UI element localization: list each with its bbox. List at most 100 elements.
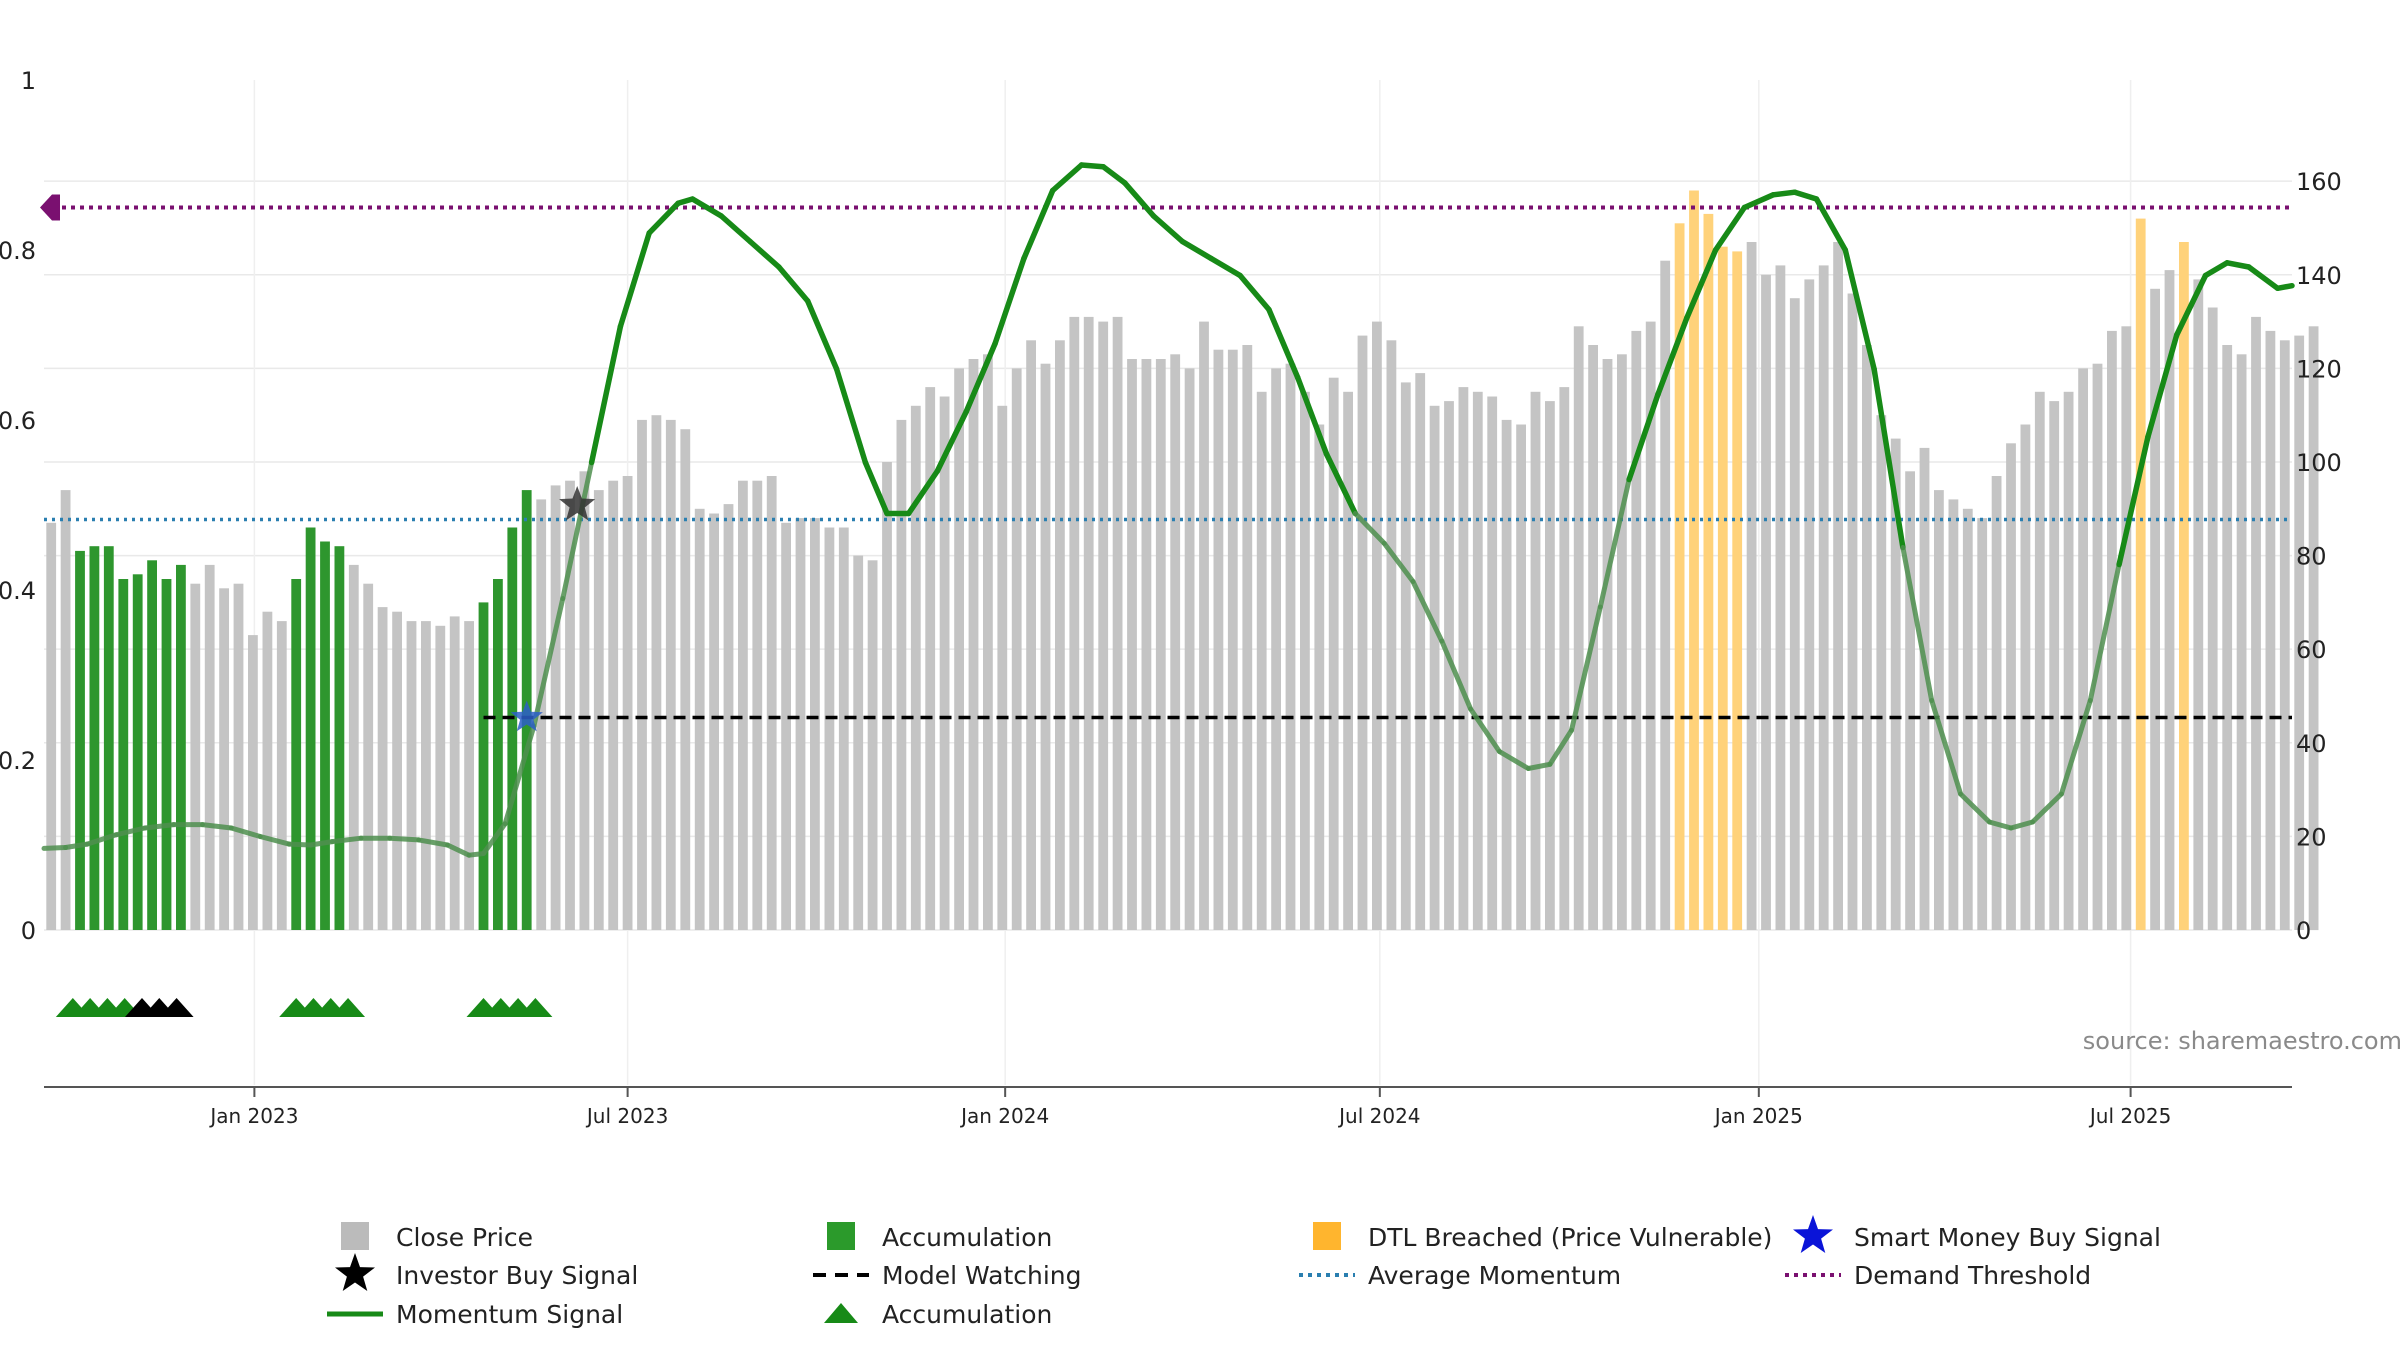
close-price-bar (2078, 368, 2088, 930)
close-price-bar (565, 480, 575, 930)
close-price-bar (1761, 274, 1771, 930)
close-price-bar (910, 405, 921, 930)
close-price-bar (406, 621, 417, 930)
close-price-bar (2265, 330, 2276, 930)
close-price-bar (824, 527, 835, 930)
momentum-segment (1100, 163, 1128, 186)
legend-item: Investor Buy Signal (335, 1253, 638, 1291)
right-tick-label: 20 (2296, 823, 2327, 851)
close-price-bar (1300, 391, 1310, 930)
momentum-segment (2202, 260, 2230, 279)
line-layer (40, 162, 2295, 858)
close-price-bar (593, 490, 604, 930)
investor-buy-signal-star (559, 486, 596, 521)
momentum-segment (228, 825, 263, 839)
close-price-bar (276, 621, 287, 930)
momentum-segment (416, 837, 450, 848)
legend-item: Demand Threshold (1785, 1261, 2091, 1290)
close-price-bar (651, 415, 662, 930)
momentum-segment (1569, 604, 1603, 733)
dtl-breached-bar (1717, 246, 1728, 930)
close-price-bar (2294, 335, 2305, 931)
close-price-bar (1083, 316, 1094, 930)
close-price-bar (1645, 321, 1656, 931)
left-tick-label: 0.4 (0, 577, 36, 605)
momentum-segment (1439, 638, 1474, 712)
close-price-bar (1415, 373, 1426, 931)
close-price-bar (709, 513, 719, 930)
momentum-segment (531, 596, 566, 729)
close-price-bar (665, 419, 676, 930)
momentum-segment (1352, 511, 1387, 546)
momentum-segment (2008, 819, 2036, 831)
close-price-bar (219, 588, 229, 930)
momentum-segment (445, 842, 472, 858)
close-price-bar (1372, 321, 1382, 931)
close-price-bar (1400, 382, 1411, 930)
momentum-segment (329, 835, 364, 845)
momentum-segment (1525, 761, 1553, 771)
legend-item: Accumulation (827, 1222, 1052, 1252)
close-price-bar (1285, 363, 1296, 930)
close-price-bar (694, 508, 705, 930)
momentum-segment (1684, 247, 1719, 321)
legend-swatch (341, 1222, 369, 1250)
close-price-bar (2150, 288, 2160, 930)
close-price-bar (2251, 316, 2261, 930)
close-price-bar (795, 518, 806, 930)
legend-item: Model Watching (813, 1261, 1082, 1290)
close-price-bar (190, 583, 201, 930)
right-tick-label: 120 (2296, 355, 2342, 383)
close-price-bar (637, 419, 647, 930)
dtl-breached-bar (1703, 213, 1714, 930)
momentum-segment (1122, 180, 1157, 219)
momentum-segment (1049, 162, 1085, 194)
close-price-bar (608, 480, 619, 930)
close-price-bar (1948, 499, 1959, 930)
legend-label: Momentum Signal (396, 1300, 623, 1329)
momentum-segment (1626, 391, 1661, 483)
close-price-bar (1977, 518, 1988, 930)
close-price-bar (810, 518, 820, 930)
close-price-bar (2092, 363, 2103, 930)
close-price-bar (1905, 471, 1915, 930)
momentum-segment (862, 459, 890, 517)
legend-triangle (824, 1303, 858, 1323)
close-price-bar (1429, 405, 1440, 930)
close-price-bar (1789, 298, 1800, 930)
close-price-bar (464, 621, 474, 930)
investor-triangle (159, 998, 194, 1017)
close-price-bar (2222, 345, 2233, 930)
close-price-bar (1112, 316, 1123, 930)
momentum-segment (1871, 366, 1906, 551)
close-price-bar (2279, 340, 2290, 930)
momentum-segment (1741, 192, 1776, 211)
close-price-bar (1155, 359, 1166, 930)
close-price-bar (1386, 340, 1397, 930)
right-tick-label: 0 (2296, 917, 2311, 945)
close-price-bar (60, 490, 71, 930)
close-price-bar (233, 583, 244, 930)
momentum-segment (1208, 255, 1243, 279)
momentum-segment (1021, 187, 1056, 262)
close-price-bar (1256, 391, 1267, 930)
smart-money-buy-signal-star (510, 700, 543, 732)
legend-swatch (827, 1222, 855, 1250)
accumulation-bar (507, 527, 518, 930)
dtl-breached-bar (2135, 218, 2146, 931)
close-price-bar (46, 522, 57, 930)
close-price-bar (1199, 321, 1209, 931)
momentum-segment (1266, 306, 1301, 381)
close-price-bar (536, 499, 547, 930)
accumulation-bar (334, 546, 345, 930)
close-price-bar (1818, 265, 1829, 930)
dtl-breached-bar (1732, 251, 1743, 930)
momentum-segment (963, 340, 998, 415)
close-price-bar (1127, 359, 1137, 930)
close-price-bar (2236, 354, 2247, 930)
demand-threshold-marker (40, 194, 60, 221)
close-price-bar (1516, 424, 1526, 930)
close-price-bar (867, 560, 878, 930)
momentum-segment (1547, 727, 1574, 767)
close-price-bar (1919, 447, 1930, 930)
